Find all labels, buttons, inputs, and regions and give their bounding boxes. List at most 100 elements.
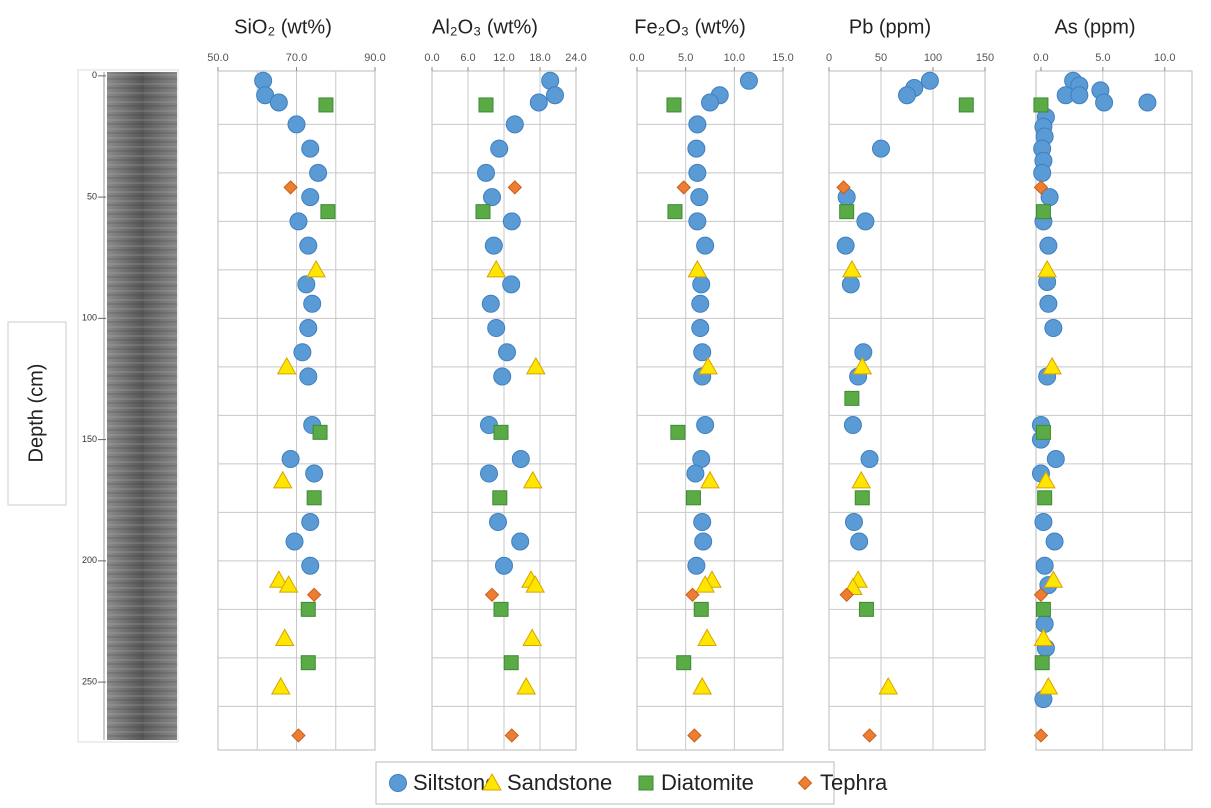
legend-label: Diatomite [661,770,754,795]
depth-axis-label: Depth (cm) [25,364,47,463]
legend-label: Siltstone [413,770,497,795]
point [290,213,307,230]
point [671,425,685,439]
x-tick-label: 0.0 [424,52,439,64]
point [1045,320,1062,337]
point [512,533,529,550]
point [1035,656,1049,670]
point [845,514,862,531]
point [504,656,518,670]
depth-tick-label: 150 [82,434,97,444]
x-tick-label: 50 [875,52,887,64]
point [667,98,681,112]
point [859,602,873,616]
panel: SiO₂ (wt%)50.070.090.0 [207,16,385,750]
point [493,491,507,505]
depth-tick-label: 50 [87,191,97,201]
x-tick-label: 100 [924,52,942,64]
point [677,656,691,670]
panel: Fe₂O₃ (wt%)0.05.010.015.0 [629,16,793,750]
point [1096,94,1113,111]
point [294,344,311,361]
point [503,276,520,293]
point [300,368,317,385]
x-tick-label: 18.0 [529,52,550,64]
depth-tick-label: 100 [82,313,97,323]
point [482,295,499,312]
point [855,491,869,505]
point [1036,615,1053,632]
point [313,425,327,439]
legend-label: Tephra [820,770,888,795]
point [689,164,706,181]
chart-title: Fe₂O₃ (wt%) [634,16,745,38]
point [697,417,714,434]
point [490,514,507,531]
point [503,213,520,230]
point [547,87,564,104]
depth-tick-label: 250 [82,676,97,686]
point [1139,94,1156,111]
figure: Depth (cm) SiltstoneSandstoneDiatomiteTe… [0,0,1211,808]
point [687,465,704,482]
point [496,557,513,574]
x-tick-label: 12.0 [493,52,514,64]
point [302,140,319,157]
point [506,116,523,133]
point [484,189,501,206]
point [840,205,854,219]
point [494,602,508,616]
point [300,237,317,254]
point [1047,451,1064,468]
point [689,213,706,230]
point [512,451,529,468]
point [842,276,859,293]
x-tick-label: 5.0 [1095,52,1110,64]
point [306,465,323,482]
point [1034,164,1051,181]
point [668,205,682,219]
point [861,451,878,468]
point [693,276,710,293]
point [688,140,705,157]
point [301,602,315,616]
point [845,391,859,405]
point [1071,87,1088,104]
point [857,213,874,230]
point [692,320,709,337]
point [1036,557,1053,574]
point [319,98,333,112]
chart-title: Pb (ppm) [849,16,931,38]
point [851,533,868,550]
point [694,514,711,531]
x-tick-label: 5.0 [678,52,693,64]
panel: As (ppm)0.05.010.0 [1032,16,1192,750]
x-tick-label: 0.0 [1033,52,1048,64]
point [837,237,854,254]
point [304,295,321,312]
point [298,276,315,293]
point [691,189,708,206]
point [702,94,719,111]
x-tick-label: 50.0 [207,52,228,64]
point [688,557,705,574]
legend-marker [639,776,653,790]
point [499,344,516,361]
point [302,557,319,574]
point [1040,237,1057,254]
x-tick-label: 6.0 [460,52,475,64]
x-tick-label: 90.0 [364,52,385,64]
point [302,189,319,206]
point [692,295,709,312]
point [485,237,502,254]
point [1040,295,1057,312]
legend-marker [390,775,407,792]
x-tick-label: 0 [826,52,832,64]
point [494,368,511,385]
point [740,72,757,89]
point [488,320,505,337]
point [302,514,319,531]
core-image [107,72,177,740]
x-tick-label: 24.0 [565,52,586,64]
